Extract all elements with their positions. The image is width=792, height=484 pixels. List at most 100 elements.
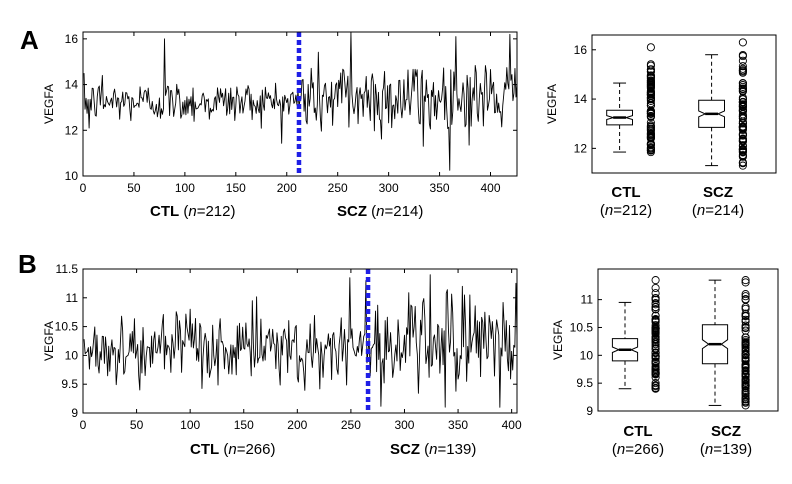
data-point	[741, 370, 750, 379]
data-point	[651, 289, 660, 298]
caption-n-symbol: n	[704, 441, 714, 458]
x-tick-label: 400	[480, 181, 500, 195]
box-scz-a	[698, 38, 747, 170]
data-point	[646, 109, 655, 118]
plot-frame-a	[82, 31, 518, 177]
data-point	[651, 324, 660, 333]
box-caption-ctl-b: CTL (n=266)	[611, 423, 665, 458]
x-tick-label: 150	[234, 418, 254, 432]
data-point	[646, 107, 655, 116]
caption-n-value: 214	[714, 202, 740, 219]
x-tick-label: 250	[328, 181, 348, 195]
x-tick-label: 200	[287, 418, 307, 432]
data-point	[646, 76, 655, 86]
data-point	[741, 311, 750, 320]
data-point	[651, 283, 660, 293]
data-point	[651, 329, 660, 339]
data-point	[741, 393, 750, 402]
y-tick-label: 11.5	[56, 262, 79, 276]
x-tick-label: 300	[379, 181, 399, 195]
data-point	[738, 97, 747, 106]
data-point	[738, 144, 747, 154]
data-point	[738, 93, 747, 102]
caption-group-label: SCZ	[337, 203, 367, 220]
data-point	[646, 90, 655, 99]
data-point	[738, 101, 747, 111]
caption-n-value: 266	[245, 441, 271, 458]
data-point	[646, 128, 655, 138]
y-axis-label: VEGFA	[545, 84, 559, 124]
plot-frame-b	[82, 268, 518, 414]
notched-box	[701, 324, 729, 365]
caption-group-label: CTL	[190, 441, 220, 458]
box-ctl-b	[611, 276, 660, 393]
data-point	[741, 381, 750, 390]
x-tick-label: 300	[394, 418, 414, 432]
data-point	[741, 304, 750, 313]
data-point	[651, 335, 660, 344]
y-tick-label: 9	[586, 404, 593, 418]
data-point	[738, 117, 747, 126]
data-point	[741, 354, 750, 363]
data-point	[741, 321, 750, 330]
data-point	[646, 141, 655, 150]
caption-n-symbol: n	[429, 441, 438, 458]
caption-group-label: CTL	[623, 423, 653, 440]
data-point	[651, 293, 660, 303]
data-point	[741, 386, 750, 395]
caption-group-label: SCZ	[390, 441, 420, 458]
x-tick-label: 0	[80, 181, 87, 195]
data-point	[741, 302, 750, 312]
panel-letter-b: B	[18, 249, 37, 279]
caption-n-symbol: n	[228, 441, 237, 458]
x-tick-label: 400	[502, 418, 522, 432]
x-tick-label: 350	[430, 181, 450, 195]
x-tick-label: 150	[226, 181, 246, 195]
data-point	[738, 66, 747, 75]
y-tick-label: 10.5	[570, 320, 594, 334]
y-axis-label: VEGFA	[42, 321, 56, 361]
data-point	[738, 79, 747, 88]
data-point	[741, 391, 750, 400]
x-tick-label: 50	[130, 418, 144, 432]
y-tick-label: 10.5	[55, 320, 79, 334]
x-tick-label: 200	[277, 181, 297, 195]
data-point	[651, 317, 660, 327]
data-point	[646, 71, 655, 80]
x-tick-label: 100	[175, 181, 195, 195]
data-point	[646, 101, 655, 110]
x-tick-label: 350	[448, 418, 468, 432]
box-caption-scz-b: SCZ (n=139)	[699, 423, 753, 458]
series-caption-ctl-b: CTL (n=266)	[190, 441, 276, 458]
data-point	[738, 130, 747, 139]
caption-group-label: CTL	[150, 203, 180, 220]
data-point	[651, 276, 660, 285]
y-tick-label: 10	[65, 169, 79, 183]
data-point	[741, 295, 750, 304]
data-point	[646, 124, 655, 133]
data-point	[741, 341, 750, 350]
box-frame-a	[591, 34, 777, 174]
x-tick-label: 50	[127, 181, 141, 195]
data-point	[741, 367, 750, 376]
data-point	[738, 38, 747, 47]
y-tick-label: 10	[580, 348, 594, 362]
caption-n-symbol: n	[604, 202, 614, 219]
panel-letter-a: A	[20, 25, 39, 55]
y-tick-label: 12	[574, 141, 588, 155]
data-point	[741, 292, 750, 301]
data-point	[651, 303, 660, 312]
x-tick-label: 0	[80, 418, 87, 432]
data-point	[738, 158, 747, 167]
data-point	[738, 56, 747, 65]
y-tick-label: 11	[66, 291, 79, 305]
caption-n-value: 212	[622, 202, 648, 219]
data-point	[651, 382, 660, 391]
notched-box	[698, 99, 725, 128]
data-point	[741, 375, 750, 384]
y-tick-label: 16	[65, 32, 79, 46]
data-point	[651, 348, 660, 357]
data-point	[651, 373, 660, 382]
data-point	[738, 142, 747, 151]
